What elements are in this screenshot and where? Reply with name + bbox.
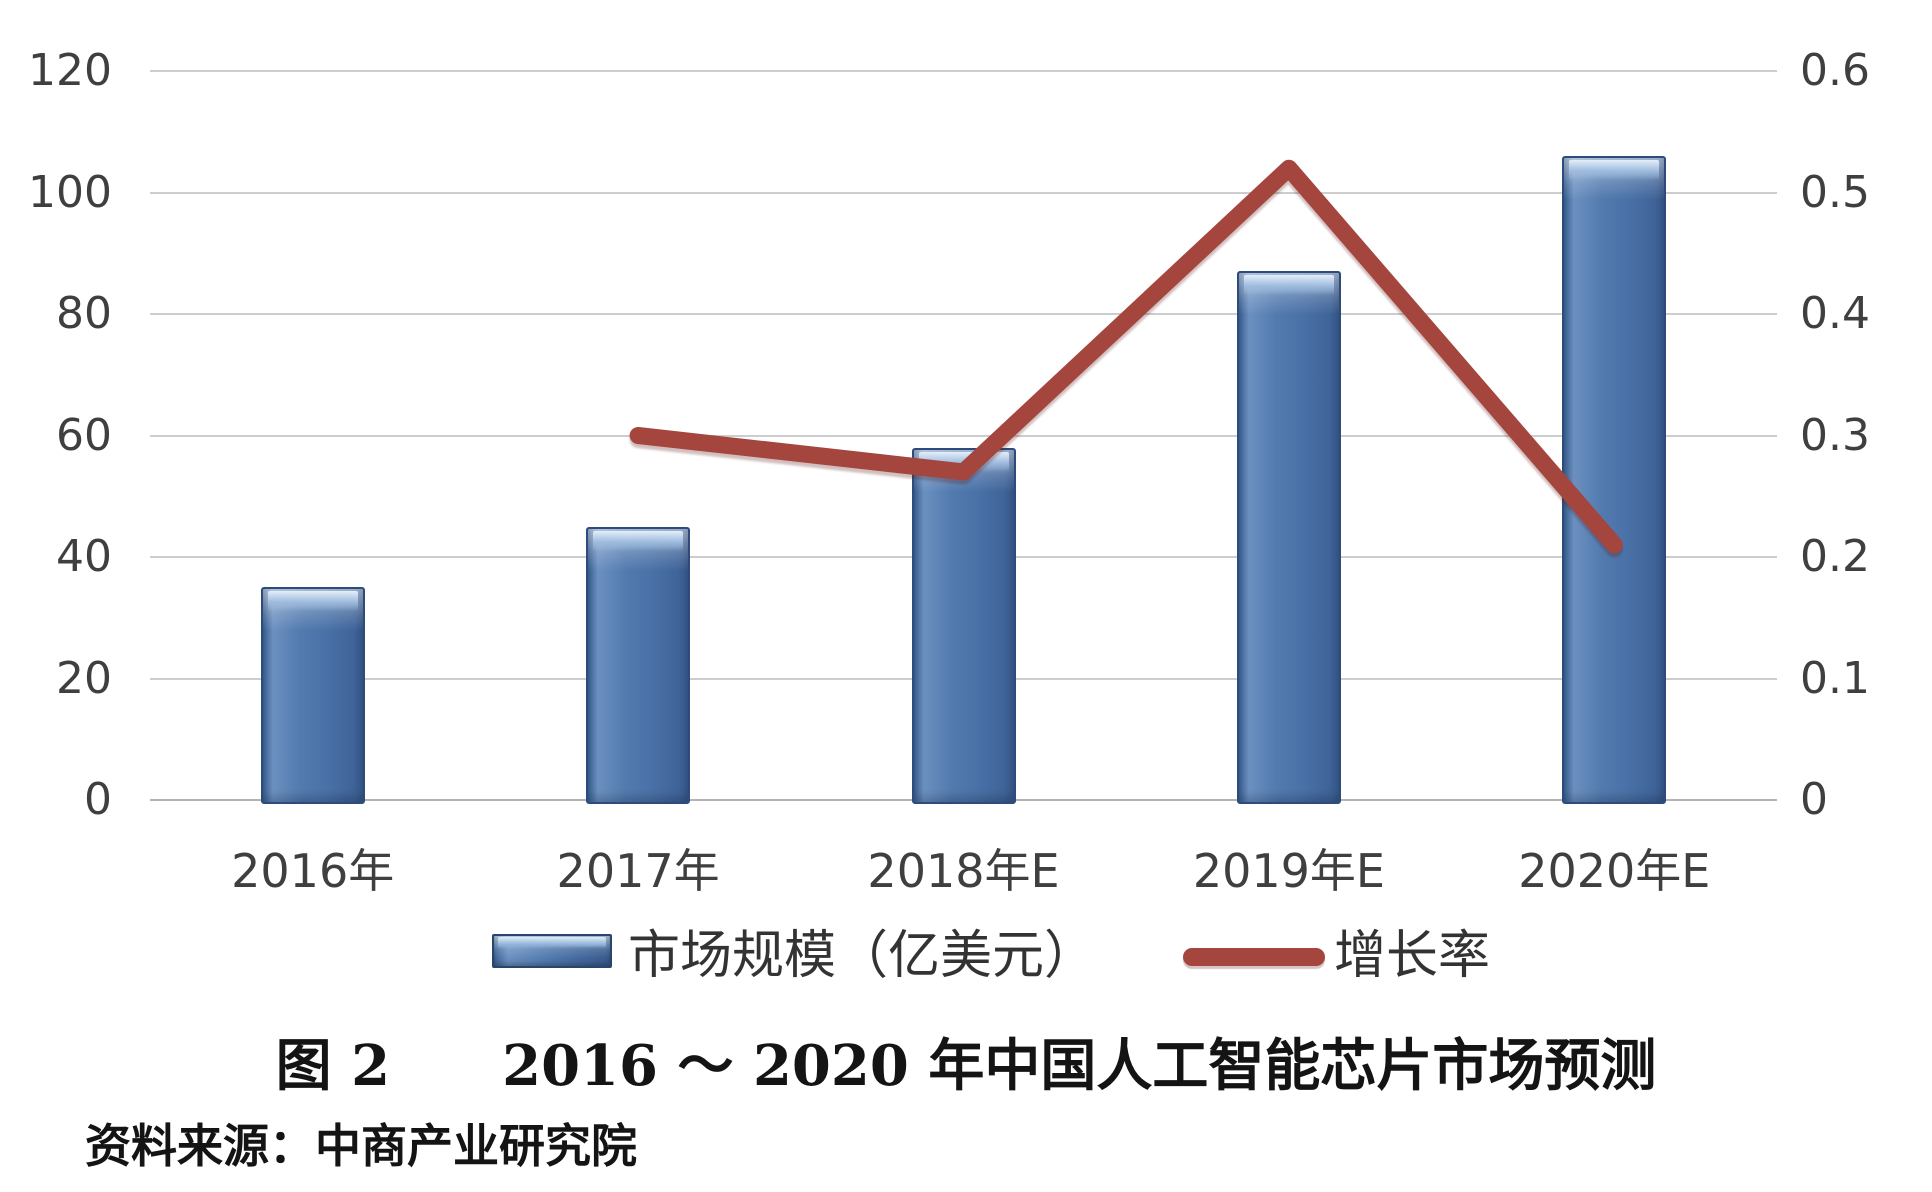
right-axis-tick: 0	[1800, 774, 1828, 825]
figure-source: 资料来源：中商产业研究院	[85, 1119, 637, 1173]
bar-2017年	[586, 526, 691, 804]
bar-2018年E	[911, 447, 1016, 804]
bar-2019年E	[1236, 271, 1341, 804]
x-axis-label: 2020年E	[1518, 844, 1711, 898]
x-axis-label: 2017年	[556, 844, 720, 898]
left-axis-tick: 0	[84, 774, 112, 825]
legend-bar-label: 市场规模（亿美元）	[628, 926, 1097, 986]
legend-line-label: 增长率	[1334, 926, 1491, 986]
right-axis-tick: 0.1	[1800, 652, 1870, 704]
growth-rate-line	[629, 159, 1623, 554]
right-axis-tick: 0.5	[1800, 166, 1870, 218]
legend-bar-swatch-icon	[492, 934, 612, 968]
right-axis-tick: 0.6	[1800, 45, 1870, 96]
right-axis-tick: 0.4	[1800, 288, 1870, 339]
gridline	[150, 191, 1777, 194]
left-axis-tick: 120	[28, 45, 112, 96]
left-axis-tick: 60	[56, 409, 112, 461]
gridline	[150, 434, 1777, 437]
bar-2016年	[260, 587, 365, 804]
left-axis-tick: 80	[56, 288, 112, 339]
right-axis-tick: 0.2	[1800, 531, 1870, 582]
right-axis-tick: 0.3	[1800, 409, 1870, 461]
legend-line-swatch-icon	[1183, 948, 1325, 966]
gridline	[150, 70, 1777, 72]
x-axis-label: 2016年	[231, 844, 395, 898]
figure-caption: 图 2 2016 ～ 2020 年中国人工智能芯片市场预测	[275, 1033, 1657, 1099]
bar-2020年E	[1562, 156, 1667, 804]
left-axis-tick: 100	[28, 166, 112, 218]
x-axis-label: 2018年E	[867, 844, 1060, 898]
left-axis-tick: 20	[56, 652, 112, 704]
x-axis-label: 2019年E	[1192, 844, 1385, 898]
left-axis-tick: 40	[56, 531, 112, 582]
gridline	[150, 313, 1777, 315]
